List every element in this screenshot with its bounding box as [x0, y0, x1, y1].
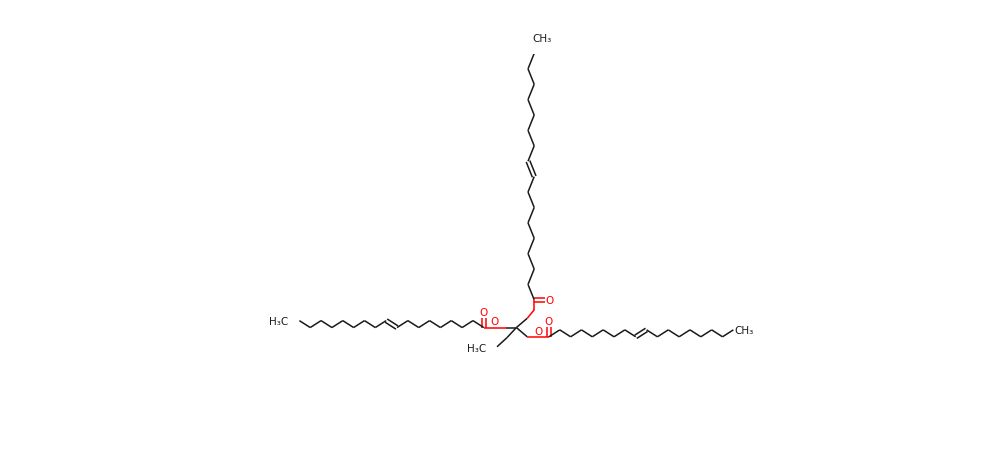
Text: H₃C: H₃C	[467, 344, 486, 353]
Text: CH₃: CH₃	[735, 325, 754, 335]
Text: CH₃: CH₃	[532, 34, 552, 44]
Text: O: O	[545, 317, 553, 327]
Text: O: O	[480, 308, 488, 318]
Text: O: O	[491, 317, 499, 327]
Text: H₃C: H₃C	[269, 316, 289, 326]
Text: O: O	[534, 326, 542, 336]
Text: O: O	[546, 295, 554, 305]
